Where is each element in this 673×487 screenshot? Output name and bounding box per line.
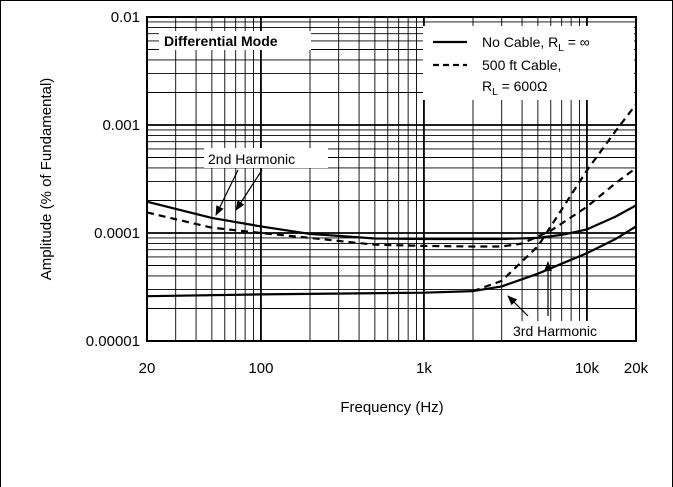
y-tick-label: 0.001	[102, 117, 140, 134]
annotation-3rd-harmonic: 3rd Harmonic	[513, 323, 597, 339]
curves	[146, 103, 637, 298]
series-2nd-harmonic-dashed	[146, 167, 637, 248]
x-tick-label: 20k	[624, 360, 649, 377]
legend-box	[423, 26, 634, 100]
x-axis-label: Frequency (Hz)	[340, 399, 443, 416]
series-3rd-harmonic-solid	[146, 225, 637, 298]
legend-label-cable-line2: RL = 600Ω	[482, 78, 547, 98]
annotation-2nd-bg	[204, 148, 328, 168]
plot-border	[146, 16, 637, 342]
legend-label-no-cable: No Cable, RL = ∞	[482, 34, 590, 54]
series-2nd-harmonic-solid	[146, 200, 637, 241]
annotation-3rd-arrow-1	[507, 295, 529, 317]
x-tick-label: 1k	[416, 360, 432, 377]
series-3rd-harmonic-dashed	[472, 103, 637, 293]
legend-label-cable-line1: 500 ft Cable,	[482, 57, 561, 73]
annotation-2nd-harmonic: 2nd Harmonic	[208, 151, 295, 167]
x-tick-label: 100	[248, 360, 273, 377]
y-axis-label: Amplitude (% of Fundamental)	[38, 78, 55, 281]
annotation-2nd-arrow-2	[235, 169, 263, 211]
x-tick-label: 20	[139, 360, 156, 377]
panel-label-bg	[159, 31, 311, 50]
x-tick-labels: 20 100 1k 10k 20k	[139, 360, 649, 377]
y-tick-label: 0.0001	[94, 225, 140, 242]
panel-label: Differential Mode	[164, 33, 278, 49]
annotation-2nd-arrow-1	[215, 169, 239, 216]
y-tick-label: 0.00001	[86, 333, 140, 350]
y-tick-label: 0.01	[111, 9, 140, 26]
annotation-3rd-bg	[510, 321, 628, 340]
y-tick-labels: 0.00001 0.0001 0.001 0.01	[86, 9, 140, 350]
x-tick-label: 10k	[575, 360, 600, 377]
